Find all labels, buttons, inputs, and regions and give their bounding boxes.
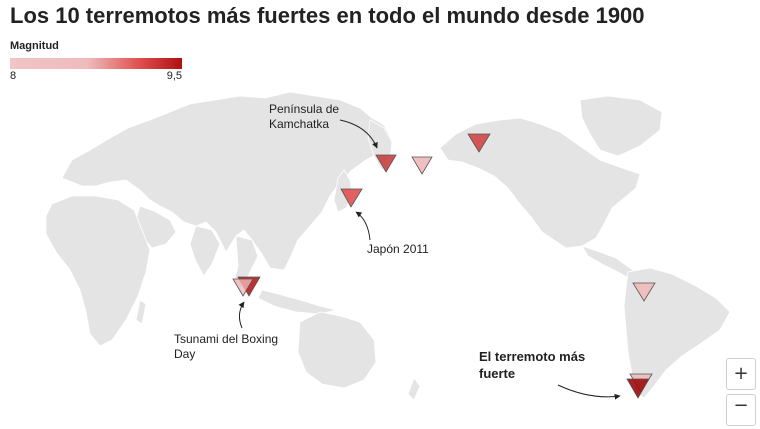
quake-marker-chile-1960[interactable]	[626, 378, 650, 399]
land-indonesia	[257, 289, 337, 315]
annotation-strongest: El terremoto más	[479, 349, 585, 364]
magnitude-legend: Magnitud 8 9,5	[10, 40, 182, 83]
legend-min-label: 8	[10, 70, 17, 82]
annotation-tsunami: Tsunami del Boxing	[174, 332, 278, 346]
arrow-kamchatka	[339, 119, 378, 149]
land-new-zealand	[407, 377, 421, 401]
annotation-strongest-2: fuerte	[479, 366, 515, 381]
quake-marker-ecuador[interactable]	[632, 282, 656, 302]
page-title: Los 10 terremotos más fuertes en todo el…	[10, 3, 645, 28]
quake-marker-japan-2011[interactable]	[340, 188, 363, 208]
land-north-america	[439, 117, 641, 249]
land-india	[189, 225, 221, 277]
zoom-out-button[interactable]: −	[726, 394, 756, 426]
legend-gradient-bar	[10, 58, 182, 69]
land-greenland	[579, 95, 663, 157]
quake-marker-kuril[interactable]	[411, 156, 433, 175]
legend-max-label: 9,5	[166, 70, 182, 82]
land-australia	[297, 311, 377, 389]
annotation-kamchatka-2: Kamchatka	[269, 117, 329, 131]
land-south-america	[623, 267, 731, 399]
arrow-strongest	[557, 384, 621, 400]
arrow-tsunami	[238, 301, 245, 329]
zoom-in-button[interactable]: +	[726, 358, 756, 390]
quake-marker-sumatra-2005[interactable]	[232, 278, 254, 297]
land-madagascar	[135, 299, 147, 325]
land-africa	[45, 195, 151, 347]
annotation-kamchatka: Península de	[269, 102, 339, 116]
annotation-tsunami-2: Day	[174, 347, 195, 361]
quake-marker-kamchatka[interactable]	[375, 154, 397, 173]
arrow-japan	[355, 211, 371, 241]
quake-marker-alaska[interactable]	[467, 133, 491, 153]
land-eurasia	[61, 91, 393, 271]
annotation-japan-2011: Japón 2011	[367, 242, 429, 256]
earthquake-markers	[232, 133, 656, 399]
legend-title: Magnitud	[10, 40, 59, 52]
